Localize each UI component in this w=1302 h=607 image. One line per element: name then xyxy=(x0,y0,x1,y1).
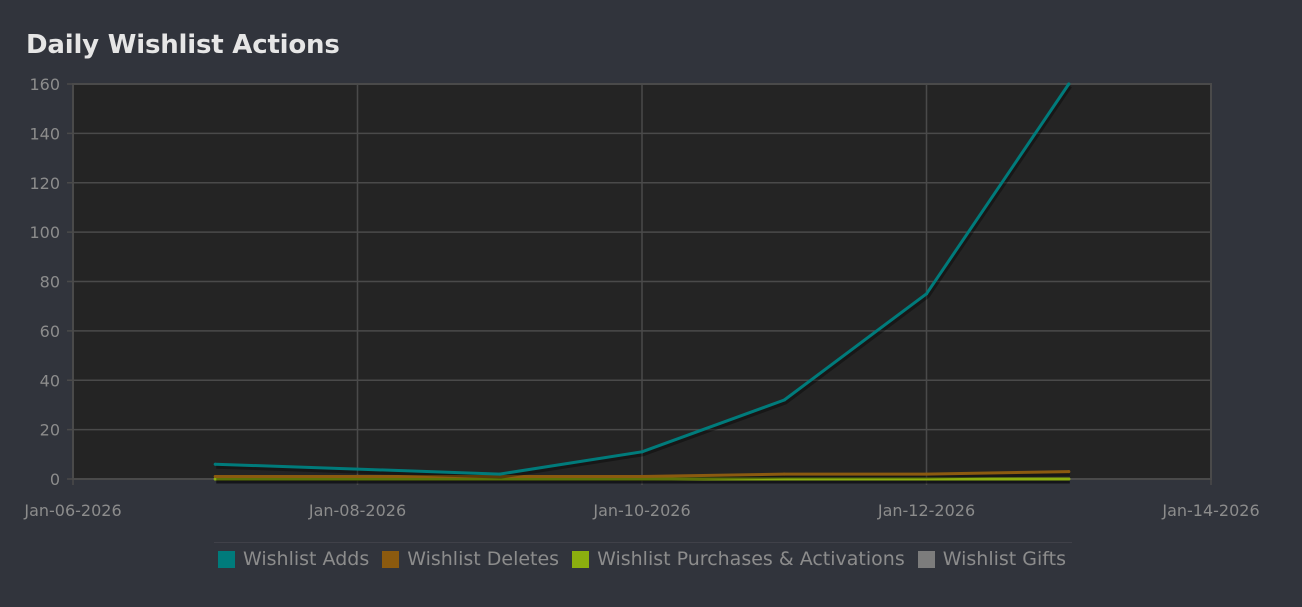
x-tick-label: Jan-12-2026 xyxy=(877,501,975,520)
legend-item-wishlist-purchases-and-activations[interactable]: Wishlist Purchases & Activations xyxy=(568,548,905,570)
legend-label: Wishlist Purchases & Activations xyxy=(597,548,905,570)
legend-swatch xyxy=(572,550,590,568)
data-point-wishlist-adds xyxy=(640,450,644,454)
data-point-wishlist-deletes xyxy=(213,475,217,479)
data-point-wishlist-purchases-and-activations xyxy=(925,477,928,481)
axes: 0 20 40 60 80 100 120 140 160 Jan-06-2026 Jan-08-2… xyxy=(23,75,1259,520)
data-point-wishlist-adds xyxy=(498,472,502,476)
legend-label: Wishlist Deletes xyxy=(407,548,560,570)
legend-swatch xyxy=(917,550,935,568)
y-tick-label: 120 xyxy=(29,174,60,193)
data-point-wishlist-adds xyxy=(1067,82,1071,86)
legend-item-wishlist-deletes[interactable]: Wishlist Deletes xyxy=(378,548,559,570)
x-tick-label: Jan-06-2026 xyxy=(23,501,121,520)
data-point-wishlist-adds xyxy=(356,467,359,471)
chart-title: Daily Wishlist Actions xyxy=(26,30,340,60)
y-tick-label: 80 xyxy=(40,273,60,292)
data-point-wishlist-purchases-and-activations xyxy=(1067,477,1071,481)
data-point-wishlist-deletes xyxy=(1067,470,1071,474)
y-tick-label: 20 xyxy=(40,421,60,440)
x-tick-label: Jan-14-2026 xyxy=(1161,501,1259,520)
y-tick-label: 60 xyxy=(40,322,60,341)
data-point-wishlist-purchases-and-activations xyxy=(782,477,786,481)
series-shadow-wishlist-deletes xyxy=(216,471,1070,481)
data-point-wishlist-deletes xyxy=(640,475,644,479)
x-tick-label: Jan-10-2026 xyxy=(592,501,690,520)
data-point-wishlist-deletes xyxy=(925,472,928,476)
data-point-wishlist-deletes xyxy=(782,472,786,476)
data-point-wishlist-deletes xyxy=(356,475,359,479)
data-point-wishlist-adds xyxy=(213,462,217,466)
chart-legend: Wishlist Adds Wishlist Deletes Wishlist Pu… xyxy=(214,542,1072,575)
x-tick-label: Jan-08-2026 xyxy=(308,501,406,520)
y-tick-label: 100 xyxy=(29,223,60,242)
data-point-wishlist-adds xyxy=(782,398,786,402)
data-point-wishlist-deletes xyxy=(498,475,502,479)
data-point-wishlist-purchases-and-activations xyxy=(498,477,502,481)
legend-swatch xyxy=(218,550,235,568)
data-point-wishlist-purchases-and-activations xyxy=(356,477,359,481)
data-point-wishlist-adds xyxy=(925,292,928,296)
y-tick-label: 140 xyxy=(29,124,60,143)
y-tick-label: 0 xyxy=(50,470,60,489)
legend-label: Wishlist Gifts xyxy=(942,548,1066,570)
grid-lines xyxy=(73,84,1211,479)
series-shadow-wishlist-adds xyxy=(216,84,1072,479)
legend-swatch xyxy=(382,550,400,568)
legend-item-wishlist-gifts[interactable]: Wishlist Gifts xyxy=(914,548,1066,570)
data-point-wishlist-purchases-and-activations xyxy=(640,477,644,481)
legend-item-wishlist-adds[interactable]: Wishlist Adds xyxy=(214,548,369,570)
series-lines xyxy=(213,82,1072,484)
data-point-wishlist-purchases-and-activations xyxy=(213,477,217,481)
y-tick-label: 40 xyxy=(40,371,60,390)
legend-label: Wishlist Adds xyxy=(243,548,370,570)
y-tick-label: 160 xyxy=(29,75,60,94)
